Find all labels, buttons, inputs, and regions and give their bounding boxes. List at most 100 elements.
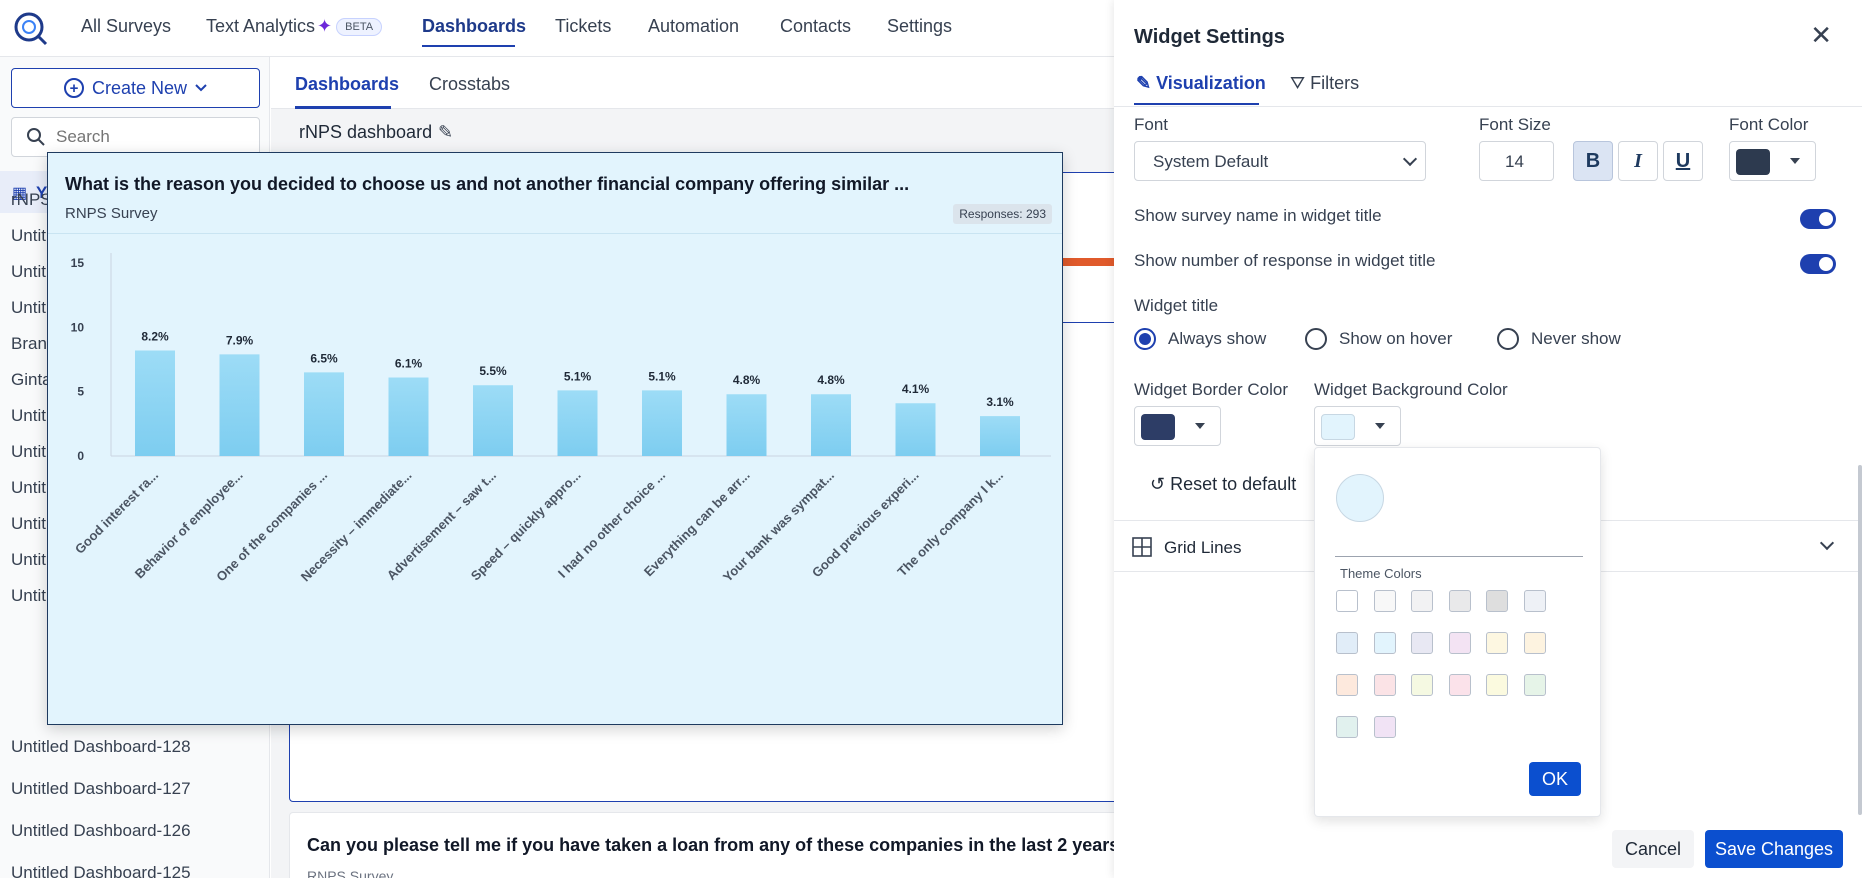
app-logo-icon[interactable]: [10, 8, 50, 48]
nav-dashboards[interactable]: Dashboards: [422, 16, 527, 36]
sidebar-item[interactable]: Untit: [11, 550, 46, 569]
sidebar-item[interactable]: Untitled Dashboard-127: [11, 779, 191, 798]
theme-color-swatch[interactable]: [1373, 632, 1396, 654]
sidebar-item[interactable]: Untit: [11, 406, 46, 425]
tab-crosstabs[interactable]: Crosstabs: [429, 74, 511, 94]
data-label: 5.5%: [479, 364, 507, 378]
hex-input-underline[interactable]: [1335, 556, 1583, 557]
toggle-label-response-count: Show number of response in widget title: [1134, 251, 1436, 270]
cancel-button[interactable]: Cancel: [1612, 830, 1694, 868]
nav-automation[interactable]: Automation: [648, 16, 740, 36]
toggle-response-count[interactable]: [1800, 254, 1836, 274]
save-changes-button[interactable]: Save Changes: [1705, 830, 1843, 868]
theme-color-swatch[interactable]: [1486, 590, 1508, 612]
close-icon[interactable]: ✕: [1810, 20, 1832, 50]
nav-all-surveys[interactable]: All Surveys: [81, 16, 172, 36]
sidebar-item[interactable]: Untit: [11, 298, 46, 317]
selected-color-preview: [1336, 474, 1384, 522]
italic-button[interactable]: I: [1618, 141, 1658, 181]
y-tick-label: 5: [77, 385, 84, 399]
sidebar-item[interactable]: Untit: [11, 514, 46, 533]
bar: [304, 372, 344, 456]
panel-scrollbar[interactable]: [1858, 465, 1862, 815]
sidebar-item[interactable]: Bran: [11, 334, 47, 353]
theme-color-swatch[interactable]: [1448, 590, 1471, 612]
theme-color-swatch[interactable]: [1486, 674, 1508, 696]
bar: [895, 403, 936, 456]
tab-active-underline: [1134, 103, 1259, 105]
sidebar-item[interactable]: rNPS: [11, 190, 52, 209]
widget-preview[interactable]: What is the reason you decided to choose…: [47, 152, 1063, 725]
theme-color-swatch[interactable]: [1336, 632, 1358, 654]
sidebar-item[interactable]: Untitled Dashboard-125: [11, 863, 191, 878]
theme-color-swatch[interactable]: [1411, 674, 1433, 696]
theme-color-swatch[interactable]: [1523, 632, 1546, 654]
grid-icon: ▦: [12, 185, 28, 202]
bold-button[interactable]: B: [1573, 141, 1613, 181]
nav-text-analytics[interactable]: Text Analytics ✦ BETA: [206, 16, 383, 37]
data-label: 6.5%: [310, 351, 338, 365]
sidebar-item[interactable]: Untit: [11, 262, 46, 281]
nav-contacts[interactable]: Contacts: [780, 16, 852, 36]
widget-title-label: Widget title: [1134, 296, 1219, 315]
data-label: 5.1%: [648, 369, 676, 383]
theme-color-swatch[interactable]: [1523, 674, 1546, 696]
sidebar-item[interactable]: Untit: [11, 586, 46, 605]
background-widget-card-2: Can you please tell me if you have taken…: [289, 812, 1139, 878]
sidebar-item[interactable]: Ginta: [11, 370, 52, 389]
search-input[interactable]: [56, 127, 246, 147]
font-color-swatch: [1736, 149, 1770, 175]
tab-visualization[interactable]: ✎ Visualization: [1136, 73, 1266, 94]
data-label: 4.8%: [817, 373, 845, 387]
tab-dashboards[interactable]: Dashboards: [295, 74, 400, 94]
caret-down-icon: [1790, 158, 1800, 164]
beta-badge: BETA: [336, 18, 383, 36]
toggle-survey-name[interactable]: [1800, 209, 1836, 229]
bar: [980, 416, 1020, 456]
theme-color-swatch[interactable]: [1448, 674, 1471, 696]
chevron-down-icon: [1402, 151, 1418, 167]
reset-to-default-button[interactable]: ↺ Reset to default: [1150, 474, 1296, 495]
radio-show-on-hover[interactable]: Show on hover: [1305, 328, 1452, 350]
theme-color-swatch[interactable]: [1411, 590, 1433, 612]
theme-color-swatch[interactable]: [1336, 590, 1358, 612]
theme-color-swatch[interactable]: [1523, 590, 1546, 612]
sidebar-item[interactable]: Untit: [11, 226, 46, 245]
toggle-knob: [1819, 257, 1833, 271]
sidebar-item[interactable]: Untit: [11, 442, 46, 461]
sidebar-search[interactable]: [11, 117, 260, 157]
bg-color-picker[interactable]: [1314, 406, 1401, 446]
reset-icon: ↺: [1150, 474, 1166, 494]
sidebar-item[interactable]: Untit: [11, 478, 46, 497]
theme-color-swatch[interactable]: [1373, 590, 1396, 612]
theme-color-swatch[interactable]: [1336, 716, 1358, 738]
sidebar-item[interactable]: Untitled Dashboard-126: [11, 821, 191, 840]
font-label: Font: [1134, 115, 1169, 134]
radio-never-show[interactable]: Never show: [1497, 328, 1621, 350]
radio-always-show[interactable]: Always show: [1134, 328, 1266, 350]
edit-pencil-icon[interactable]: ✎: [438, 122, 454, 142]
theme-color-swatch[interactable]: [1373, 674, 1396, 696]
brush-icon: ✎: [1136, 73, 1152, 93]
theme-color-swatch[interactable]: [1448, 632, 1471, 654]
ok-button[interactable]: OK: [1529, 762, 1581, 796]
y-tick-label: 0: [77, 449, 84, 463]
font-select[interactable]: System Default: [1134, 141, 1426, 181]
toggle-label-survey-name: Show survey name in widget title: [1134, 206, 1382, 225]
underline-button[interactable]: U: [1663, 141, 1703, 181]
nav-tickets[interactable]: Tickets: [555, 16, 612, 36]
font-size-input[interactable]: 14: [1479, 141, 1554, 181]
border-color-picker[interactable]: [1134, 406, 1221, 446]
theme-color-swatch[interactable]: [1486, 632, 1508, 654]
sidebar-item[interactable]: Untitled Dashboard-128: [11, 737, 191, 756]
nav-settings[interactable]: Settings: [887, 16, 953, 36]
data-label: 8.2%: [141, 329, 169, 343]
theme-color-swatch[interactable]: [1411, 632, 1433, 654]
border-color-swatch: [1141, 414, 1175, 440]
tab-filters[interactable]: ⛛ Filters: [1290, 73, 1359, 94]
font-color-picker[interactable]: [1729, 141, 1816, 181]
theme-color-swatch[interactable]: [1336, 674, 1358, 696]
theme-color-swatch[interactable]: [1373, 716, 1396, 738]
tab-active-underline: [295, 106, 391, 109]
create-new-button[interactable]: + Create New: [11, 68, 260, 108]
